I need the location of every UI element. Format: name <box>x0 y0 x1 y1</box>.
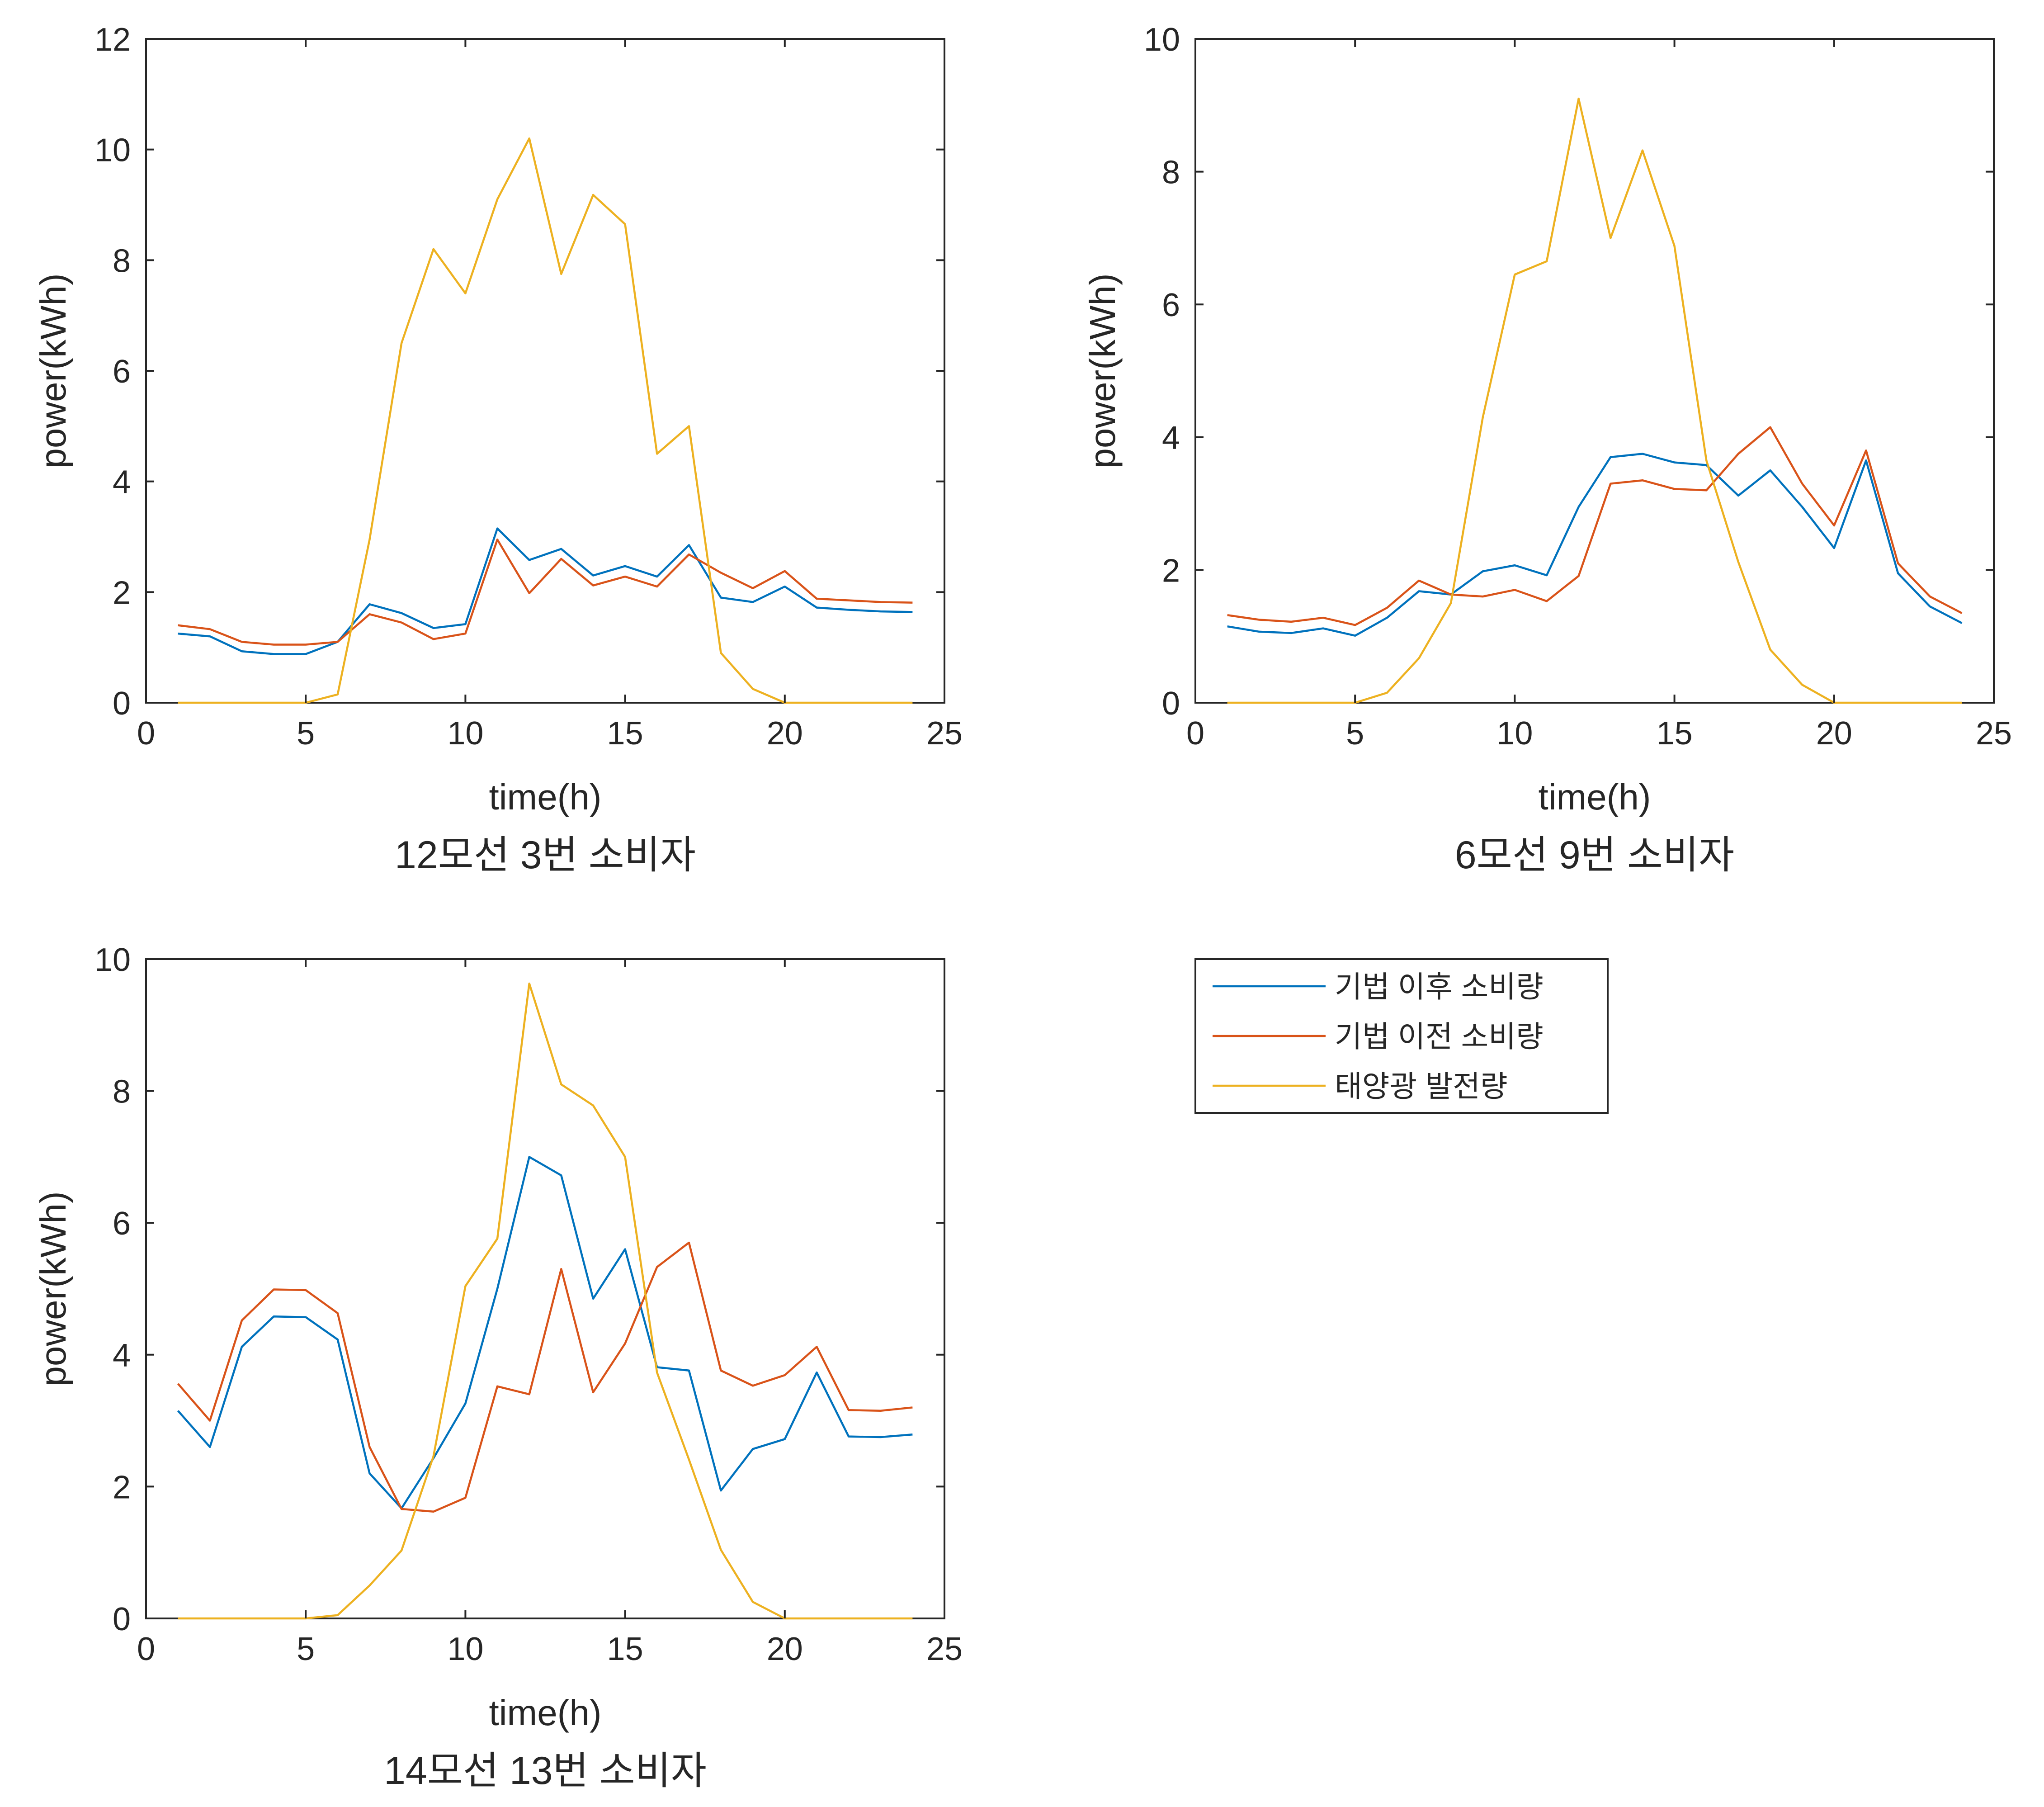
legend-label-solar: 태양광 발전량 <box>1335 1069 1508 1103</box>
chart-14-bus-13-consumer: 0 5 10 15 20 25 0 2 4 6 8 10 time(h) power(kWh) 14모… <box>33 942 963 1793</box>
x-tick-label: 5 <box>297 715 315 752</box>
x-tick-label: 25 <box>926 715 963 752</box>
chart-caption: 6모선 9번 소비자 <box>1455 833 1734 877</box>
y-tick-label: 4 <box>1162 420 1180 456</box>
y-axis-label: power(kWh) <box>33 1191 73 1386</box>
x-tick-label: 15 <box>1657 715 1693 752</box>
y-tick-label: 8 <box>113 243 131 279</box>
chart-caption: 12모선 3번 소비자 <box>395 833 696 877</box>
y-tick-label: 10 <box>94 132 131 169</box>
legend-label-before: 기법 이전 소비량 <box>1335 1020 1544 1053</box>
chart-6-bus-9-consumer: 0 5 10 15 20 25 0 2 4 6 8 10 time(h) power(kWh) 6모선… <box>1082 22 2012 877</box>
tick-layer: 0 5 10 15 20 25 0 2 4 6 8 10 <box>1144 22 2012 752</box>
x-tick-label: 10 <box>447 715 483 752</box>
y-tick-label: 6 <box>1162 287 1180 323</box>
y-tick-label: 6 <box>113 354 131 390</box>
y-tick-label: 10 <box>1144 22 1180 58</box>
plot-area-frame <box>145 38 945 704</box>
x-tick-label: 0 <box>137 1631 155 1667</box>
x-tick-label: 25 <box>926 1631 963 1667</box>
y-tick-label: 2 <box>113 575 131 611</box>
x-tick-label: 0 <box>1186 715 1204 752</box>
y-axis-label: power(kWh) <box>33 273 73 468</box>
y-tick-label: 0 <box>1162 686 1180 722</box>
series-layer <box>178 137 913 704</box>
x-axis-label: time(h) <box>489 777 602 817</box>
x-tick-label: 25 <box>1976 715 2012 752</box>
x-tick-label: 10 <box>1496 715 1533 752</box>
series-line-solar <box>178 982 913 1620</box>
y-tick-label: 4 <box>113 464 131 501</box>
y-tick-label: 2 <box>1162 553 1180 589</box>
x-tick-label: 10 <box>447 1631 483 1667</box>
x-tick-label: 5 <box>1346 715 1364 752</box>
series-layer <box>177 982 913 1620</box>
chart-caption: 14모선 13번 소비자 <box>384 1749 707 1793</box>
chart-12-bus-3-consumer: 0 5 10 15 20 25 0 2 4 6 8 10 12 time(h) power(kWh) 1… <box>33 22 963 877</box>
y-tick-label: 10 <box>94 942 131 978</box>
x-tick-label: 5 <box>297 1631 315 1667</box>
y-tick-label: 4 <box>113 1338 131 1374</box>
series-line-after <box>177 1156 913 1509</box>
legend: 기법 이후 소비량 기법 이전 소비량 태양광 발전량 <box>1194 958 1609 1114</box>
series-line-before <box>178 538 913 646</box>
y-tick-label: 2 <box>113 1469 131 1505</box>
legend-label-after: 기법 이후 소비량 <box>1335 970 1544 1003</box>
y-tick-label: 12 <box>94 22 131 58</box>
series-line-before <box>1227 426 1963 626</box>
x-axis-label: time(h) <box>489 1693 602 1733</box>
series-line-solar <box>178 137 913 704</box>
plot-area-frame <box>145 958 945 1619</box>
x-tick-label: 0 <box>137 715 155 752</box>
series-line-after <box>178 527 913 655</box>
legend-box <box>1194 958 1609 1114</box>
tick-layer: 0 5 10 15 20 25 0 2 4 6 8 10 <box>94 942 963 1667</box>
tick-layer: 0 5 10 15 20 25 0 2 4 6 8 10 12 <box>94 22 963 752</box>
x-tick-label: 20 <box>767 715 803 752</box>
y-tick-label: 0 <box>113 686 131 722</box>
x-tick-label: 20 <box>1816 715 1852 752</box>
series-line-after <box>1227 453 1963 637</box>
x-axis-label: time(h) <box>1539 777 1651 817</box>
series-layer <box>1227 97 1963 704</box>
x-tick-label: 20 <box>767 1631 803 1667</box>
y-tick-label: 6 <box>113 1206 131 1242</box>
plot-area-frame <box>1194 38 1995 704</box>
series-line-before <box>177 1241 913 1513</box>
y-tick-label: 8 <box>113 1074 131 1110</box>
x-tick-label: 15 <box>607 1631 643 1667</box>
y-tick-label: 0 <box>113 1601 131 1637</box>
y-tick-label: 8 <box>1162 155 1180 191</box>
x-tick-label: 15 <box>607 715 643 752</box>
series-line-solar <box>1227 97 1962 704</box>
y-axis-label: power(kWh) <box>1082 273 1123 468</box>
